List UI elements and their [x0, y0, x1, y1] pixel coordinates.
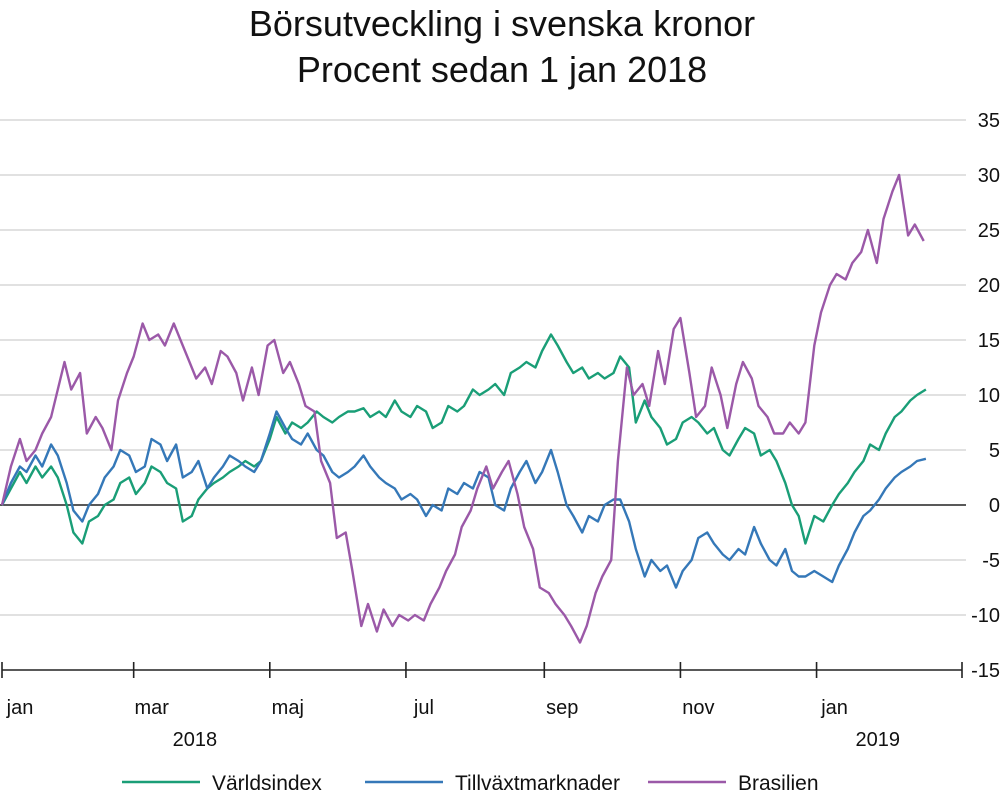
x-tick-label: nov — [682, 697, 714, 719]
legend-label-v-rldsindex: Världsindex — [212, 772, 322, 795]
y-tick-label: 20 — [978, 275, 1000, 297]
x-tick-label: jan — [820, 697, 848, 719]
x-tick-label: mar — [134, 697, 169, 719]
y-tick-label: 25 — [978, 220, 1000, 242]
series-line-brasilien — [0, 173, 925, 644]
grid — [0, 119, 966, 616]
x-year-label: 2018 — [173, 729, 218, 751]
y-tick-label: 35 — [978, 110, 1000, 132]
series-line-v-rldsindex — [0, 333, 927, 545]
x-axis: jan mar maj jul sep nov jan 2018 2019 — [1, 662, 963, 751]
y-tick-label: -10 — [971, 605, 1000, 627]
y-tick-label: -5 — [982, 550, 1000, 572]
y-tick-label: 10 — [978, 385, 1000, 407]
y-tick-label: 15 — [978, 330, 1000, 352]
legend-label-tillv-xtmarknader: Tillväxtmarknader — [455, 772, 620, 795]
chart-title: Börsutveckling i svenska kronor — [249, 3, 755, 44]
series-line-tillv-xtmarknader — [0, 410, 927, 589]
series-lines — [0, 173, 927, 644]
x-tick-label: sep — [546, 697, 578, 719]
legend-label-brasilien: Brasilien — [738, 772, 819, 795]
y-tick-label: 0 — [989, 495, 1000, 517]
y-tick-label: 30 — [978, 165, 1000, 187]
x-tick-label: jul — [413, 697, 434, 719]
x-year-label: 2019 — [855, 729, 900, 751]
x-tick-label: maj — [272, 697, 304, 719]
legend: Världsindex Tillväxtmarknader Brasilien — [122, 772, 819, 795]
x-tick-label: jan — [6, 697, 34, 719]
y-tick-label: -15 — [971, 660, 1000, 682]
y-axis-ticks: 35 30 25 20 15 10 5 0 -5 -10 -15 — [971, 110, 1000, 682]
chart-subtitle: Procent sedan 1 jan 2018 — [297, 49, 707, 90]
y-tick-label: 5 — [989, 440, 1000, 462]
